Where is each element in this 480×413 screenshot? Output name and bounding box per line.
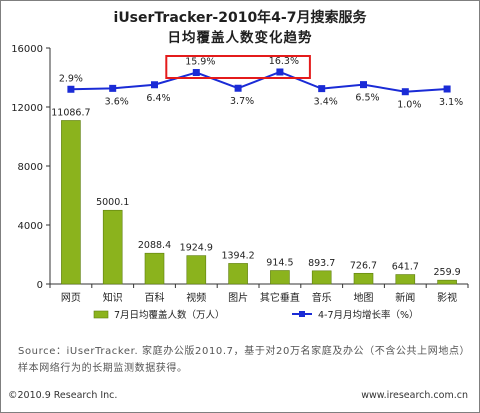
x-tick-label: 新闻 <box>395 291 415 304</box>
growth-rate-label: 15.9% <box>185 57 215 68</box>
x-tick-label: 音乐 <box>312 291 332 304</box>
website: www.iresearch.com.cn <box>361 390 468 401</box>
bars: 11086.7 5000.1 2088.4 1924.9 1394.2 914.5 893.… <box>51 107 461 285</box>
legend-bar-label: 7月日均覆盖人数（万人） <box>114 309 225 321</box>
bar <box>437 279 457 285</box>
growth-point <box>234 84 242 92</box>
growth-rate-label: 1.0% <box>397 100 421 111</box>
x-tick-label: 图片 <box>228 291 248 304</box>
x-tick-label: 网页 <box>61 292 81 304</box>
growth-rate-label: 16.3% <box>269 56 299 67</box>
growth-point <box>401 88 409 96</box>
growth-point <box>192 69 200 77</box>
legend-line-label: 4-7月月均增长率（%） <box>318 309 419 321</box>
y-tick-label: 8000 <box>18 162 43 173</box>
bar <box>144 252 165 285</box>
growth-point <box>360 81 367 89</box>
x-tick-label: 地图 <box>354 291 374 304</box>
bar-value-label: 2088.4 <box>138 240 171 251</box>
chart-subtitle: 日均覆盖人数变化趋势 <box>167 30 313 46</box>
x-tick-label: 影视 <box>437 291 457 304</box>
bar-value-label: 893.7 <box>308 258 335 269</box>
y-tick-label: 12000 <box>11 103 43 114</box>
growth-rate-label: 6.5% <box>355 93 379 104</box>
growth-rate-label: 3.7% <box>230 96 254 107</box>
x-tick-label: 视频 <box>186 291 206 304</box>
bar-value-label: 1394.2 <box>221 250 254 261</box>
bar-value-label: 726.7 <box>350 260 377 271</box>
x-tick-label: 其它垂直 <box>260 291 300 304</box>
source-note: Source：iUserTracker. 家庭办公版2010.7，基于对20万名… <box>18 346 466 374</box>
growth-point <box>67 85 75 93</box>
legend-line-marker <box>299 311 305 317</box>
growth-rate-label: 3.6% <box>105 96 129 107</box>
bar <box>102 209 123 285</box>
bar <box>395 274 416 285</box>
bar <box>270 270 290 285</box>
bar-value-label: 1924.9 <box>180 243 213 254</box>
bar <box>311 270 332 285</box>
y-tick-label: 0 <box>37 280 43 291</box>
bar-value-label: 641.7 <box>392 262 419 273</box>
copyright: ©2010.9 Research Inc. <box>8 390 118 401</box>
bar-value-label: 5000.1 <box>96 197 129 208</box>
growth-rate-label: 2.9% <box>59 73 83 84</box>
legend-bar-swatch <box>93 310 109 319</box>
chart: 0 4000 8000 12000 16000 网页 知识 百科 视频 图片 其它垂直 音乐 地图 新闻 影… <box>11 44 469 321</box>
growth-rate-label: 3.1% <box>439 97 463 108</box>
bar-value-label: 11086.7 <box>51 107 90 118</box>
growth-point <box>443 85 451 93</box>
bar <box>228 263 248 285</box>
growth-point <box>109 84 117 92</box>
growth-line: 2.9% 3.6% 6.4% 15.9% 3.7% 16.3% 3.4% 6.5% 1.0% 3.… <box>59 55 463 111</box>
y-tick-label: 4000 <box>18 221 43 232</box>
chart-title: iUserTracker-2010年4-7月搜索服务 <box>113 10 367 26</box>
growth-point <box>318 85 326 93</box>
growth-point <box>151 81 158 89</box>
growth-rate-label: 6.4% <box>146 93 170 104</box>
growth-line-path <box>70 70 448 93</box>
y-tick-label: 16000 <box>11 44 43 55</box>
bar <box>61 120 81 285</box>
bar-value-label: 259.9 <box>433 267 460 278</box>
highlight-box <box>165 55 311 79</box>
x-tick-label: 知识 <box>103 291 123 304</box>
axes: 0 4000 8000 12000 16000 网页 知识 百科 视频 图片 其它垂直 音乐 地图 新闻 影… <box>11 44 469 304</box>
x-tick-label: 百科 <box>145 291 165 304</box>
bar <box>353 272 374 285</box>
bar-value-label: 914.5 <box>266 258 293 269</box>
bar <box>186 255 207 285</box>
growth-point <box>276 68 284 76</box>
legend: 7月日均覆盖人数（万人） 4-7月月均增长率（%） <box>93 309 419 321</box>
growth-rate-label: 3.4% <box>314 97 338 108</box>
